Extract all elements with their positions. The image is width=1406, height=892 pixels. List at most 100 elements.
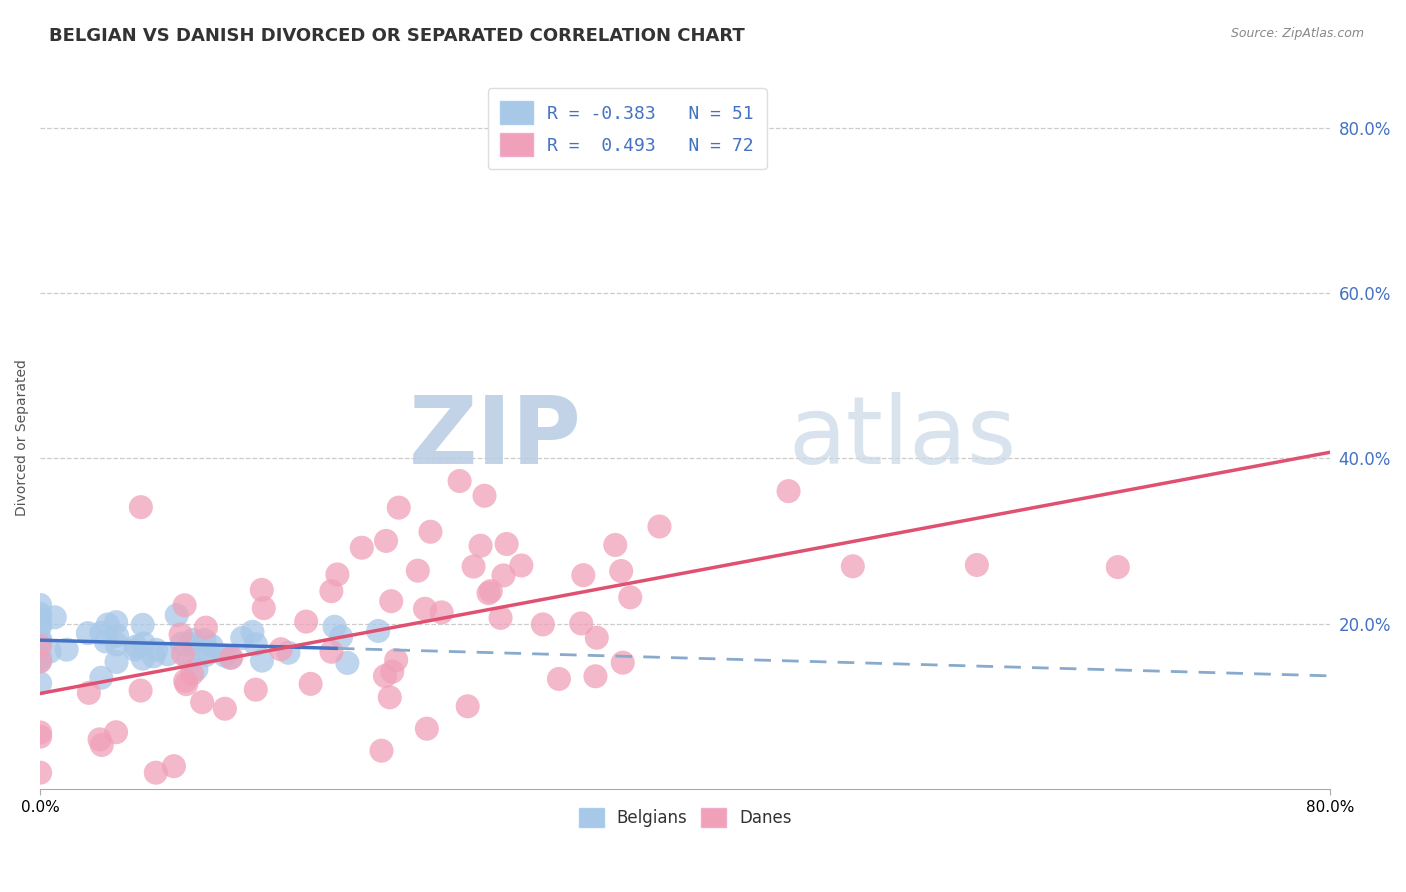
Point [30,607,52,621]
Point [90,671,112,685]
Point [416,722,439,736]
Point [1107,560,1129,574]
Legend: Belgians, Danes: Belgians, Danes [572,801,799,834]
Point [55,642,77,657]
Point [245,682,267,697]
Point [173,599,195,613]
Point [385,653,408,667]
Point [44,610,66,624]
Point [470,539,492,553]
Point [174,673,197,688]
Point [30,654,52,668]
Text: Source: ZipAtlas.com: Source: ZipAtlas.com [1230,27,1364,40]
Point [77,686,100,700]
Point [166,608,188,623]
Point [250,582,273,597]
Point [479,584,502,599]
Point [169,627,191,641]
Point [30,617,52,632]
Point [299,677,322,691]
Point [966,558,988,572]
Text: BELGIAN VS DANISH DIVORCED OR SEPARATED CORRELATION CHART: BELGIAN VS DANISH DIVORCED OR SEPARATED … [49,27,745,45]
Point [131,651,153,665]
Point [495,537,517,551]
Point [449,474,471,488]
Point [38,644,60,658]
Point [321,584,343,599]
Point [145,643,167,657]
Point [30,610,52,624]
Point [105,655,128,669]
Point [30,598,52,612]
Point [477,586,499,600]
Point [253,601,276,615]
Point [572,568,595,582]
Point [30,634,52,648]
Point [97,617,120,632]
Point [231,631,253,645]
Y-axis label: Divorced or Separated: Divorced or Separated [15,359,30,516]
Point [330,630,353,644]
Point [30,655,52,669]
Point [129,683,152,698]
Point [370,744,392,758]
Point [531,617,554,632]
Point [419,524,441,539]
Point [406,564,429,578]
Point [219,651,242,665]
Point [510,558,533,573]
Point [172,647,194,661]
Point [30,650,52,665]
Point [90,626,112,640]
Point [378,690,401,705]
Point [569,616,592,631]
Point [842,559,865,574]
Point [186,662,208,676]
Point [375,533,398,548]
Point [214,648,236,663]
Point [191,695,214,709]
Point [132,636,155,650]
Point [336,656,359,670]
Point [30,725,52,739]
Point [648,519,671,533]
Point [612,656,634,670]
Point [30,632,52,646]
Point [30,619,52,633]
Point [89,732,111,747]
Point [585,631,607,645]
Point [125,640,148,654]
Point [181,666,204,681]
Point [156,648,179,662]
Point [605,538,627,552]
Point [94,634,117,648]
Point [367,624,389,638]
Point [200,639,222,653]
Point [131,618,153,632]
Point [295,615,318,629]
Point [76,626,98,640]
Point [30,730,52,744]
Point [380,594,402,608]
Point [250,654,273,668]
Point [142,649,165,664]
Point [381,665,404,679]
Point [221,650,243,665]
Point [194,648,217,662]
Point [463,559,485,574]
Point [326,567,349,582]
Point [30,639,52,653]
Point [388,500,411,515]
Point [105,615,128,629]
Point [270,642,292,657]
Point [457,699,479,714]
Point [277,646,299,660]
Point [180,637,202,651]
Text: atlas: atlas [789,392,1017,483]
Point [778,484,800,499]
Point [145,765,167,780]
Point [374,669,396,683]
Point [413,601,436,615]
Point [585,669,607,683]
Point [214,702,236,716]
